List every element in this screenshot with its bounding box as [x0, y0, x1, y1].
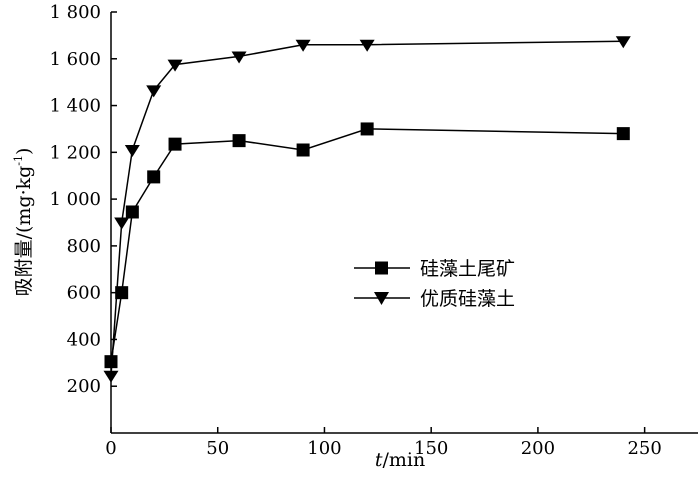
x-axis-title: t/min [375, 449, 425, 471]
legend-entry-tailings: 硅藻土尾矿 [354, 258, 515, 280]
y-tick-label: 200 [67, 376, 101, 397]
series-line [110, 128, 624, 362]
x-tick-label: 0 [105, 438, 116, 459]
axes [110, 12, 698, 434]
data-point [125, 205, 139, 219]
x-tick-label: 100 [307, 438, 341, 459]
y-tick-label: 1 000 [49, 189, 101, 210]
y-axis-title: 吸附量/(mg·kg-1) [12, 148, 35, 297]
x-tick-label: 200 [521, 438, 555, 459]
legend-label-premium: 优质硅藻土 [420, 288, 515, 310]
legend: 硅藻土尾矿 优质硅藻土 [354, 258, 515, 310]
y-tick-label: 600 [67, 283, 101, 304]
y-tick-label: 1 200 [49, 142, 101, 163]
series-layer [103, 36, 631, 383]
legend-entry-premium: 优质硅藻土 [354, 288, 515, 310]
y-tick-label: 800 [67, 236, 101, 257]
data-point [232, 134, 246, 148]
data-point [168, 137, 182, 151]
data-point [114, 217, 130, 230]
data-point [615, 36, 631, 49]
y-tick-label: 1 400 [49, 96, 101, 117]
legend-marker-triangle [374, 292, 389, 305]
data-point [146, 85, 162, 98]
y-axis-title-group: 吸附量/(mg·kg-1) [12, 148, 35, 297]
data-point [104, 355, 118, 369]
data-point [167, 59, 183, 72]
legend-label-tailings: 硅藻土尾矿 [420, 258, 515, 280]
data-point [103, 370, 119, 383]
y-tick-label: 400 [67, 329, 101, 350]
data-point [296, 143, 310, 157]
data-point [124, 144, 140, 157]
series-line [110, 40, 624, 376]
series-2 [103, 36, 631, 383]
data-point [231, 51, 247, 64]
data-point [616, 127, 630, 141]
data-point [359, 39, 375, 52]
x-tick-label: 150 [414, 438, 448, 459]
ticks: 0 50 100 150 200 250 200 400 600 800 1 000 1 200 1 4… [49, 2, 661, 459]
x-tick-label: 250 [627, 438, 661, 459]
x-tick-label: 50 [206, 438, 229, 459]
series-1 [104, 122, 630, 369]
data-point [147, 170, 161, 184]
y-tick-label: 1 600 [49, 49, 101, 70]
data-point [360, 122, 374, 136]
legend-marker-square [375, 261, 388, 275]
data-point [295, 39, 311, 52]
data-point [115, 286, 129, 300]
y-tick-label: 1 800 [49, 2, 101, 23]
